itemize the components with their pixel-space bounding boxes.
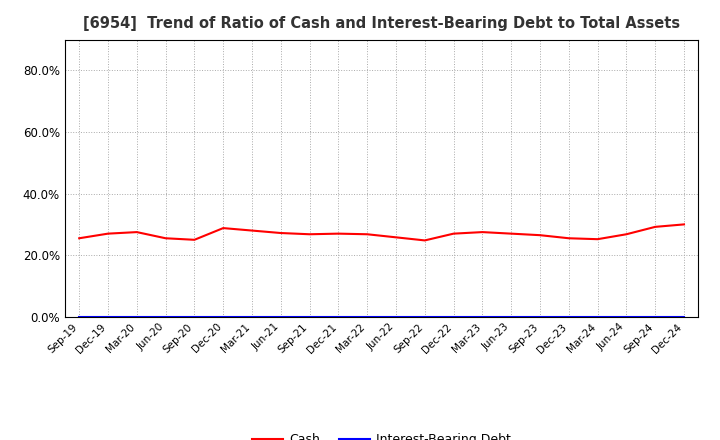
Interest-Bearing Debt <box>392 314 400 319</box>
Interest-Bearing Debt <box>420 314 429 319</box>
Interest-Bearing Debt <box>449 314 458 319</box>
Title: [6954]  Trend of Ratio of Cash and Interest-Bearing Debt to Total Assets: [6954] Trend of Ratio of Cash and Intere… <box>83 16 680 32</box>
Interest-Bearing Debt <box>248 314 256 319</box>
Interest-Bearing Debt <box>564 314 573 319</box>
Interest-Bearing Debt <box>478 314 487 319</box>
Cash <box>651 224 660 230</box>
Cash <box>190 237 199 242</box>
Cash <box>680 222 688 227</box>
Interest-Bearing Debt <box>132 314 141 319</box>
Interest-Bearing Debt <box>622 314 631 319</box>
Cash <box>75 235 84 241</box>
Cash <box>564 235 573 241</box>
Cash <box>276 231 285 236</box>
Interest-Bearing Debt <box>507 314 516 319</box>
Interest-Bearing Debt <box>305 314 314 319</box>
Cash <box>305 231 314 237</box>
Interest-Bearing Debt <box>190 314 199 319</box>
Line: Cash: Cash <box>79 224 684 240</box>
Cash <box>478 230 487 235</box>
Cash <box>593 237 602 242</box>
Interest-Bearing Debt <box>75 314 84 319</box>
Interest-Bearing Debt <box>276 314 285 319</box>
Legend: Cash, Interest-Bearing Debt: Cash, Interest-Bearing Debt <box>247 429 516 440</box>
Interest-Bearing Debt <box>104 314 112 319</box>
Interest-Bearing Debt <box>219 314 228 319</box>
Cash <box>161 235 170 241</box>
Cash <box>219 225 228 231</box>
Cash <box>420 238 429 243</box>
Cash <box>392 235 400 240</box>
Cash <box>334 231 343 236</box>
Cash <box>622 231 631 237</box>
Cash <box>536 232 544 238</box>
Cash <box>132 230 141 235</box>
Cash <box>248 228 256 233</box>
Cash <box>104 231 112 236</box>
Interest-Bearing Debt <box>680 314 688 319</box>
Cash <box>449 231 458 236</box>
Cash <box>507 231 516 236</box>
Interest-Bearing Debt <box>161 314 170 319</box>
Interest-Bearing Debt <box>334 314 343 319</box>
Interest-Bearing Debt <box>651 314 660 319</box>
Interest-Bearing Debt <box>363 314 372 319</box>
Interest-Bearing Debt <box>536 314 544 319</box>
Cash <box>363 231 372 237</box>
Interest-Bearing Debt <box>593 314 602 319</box>
